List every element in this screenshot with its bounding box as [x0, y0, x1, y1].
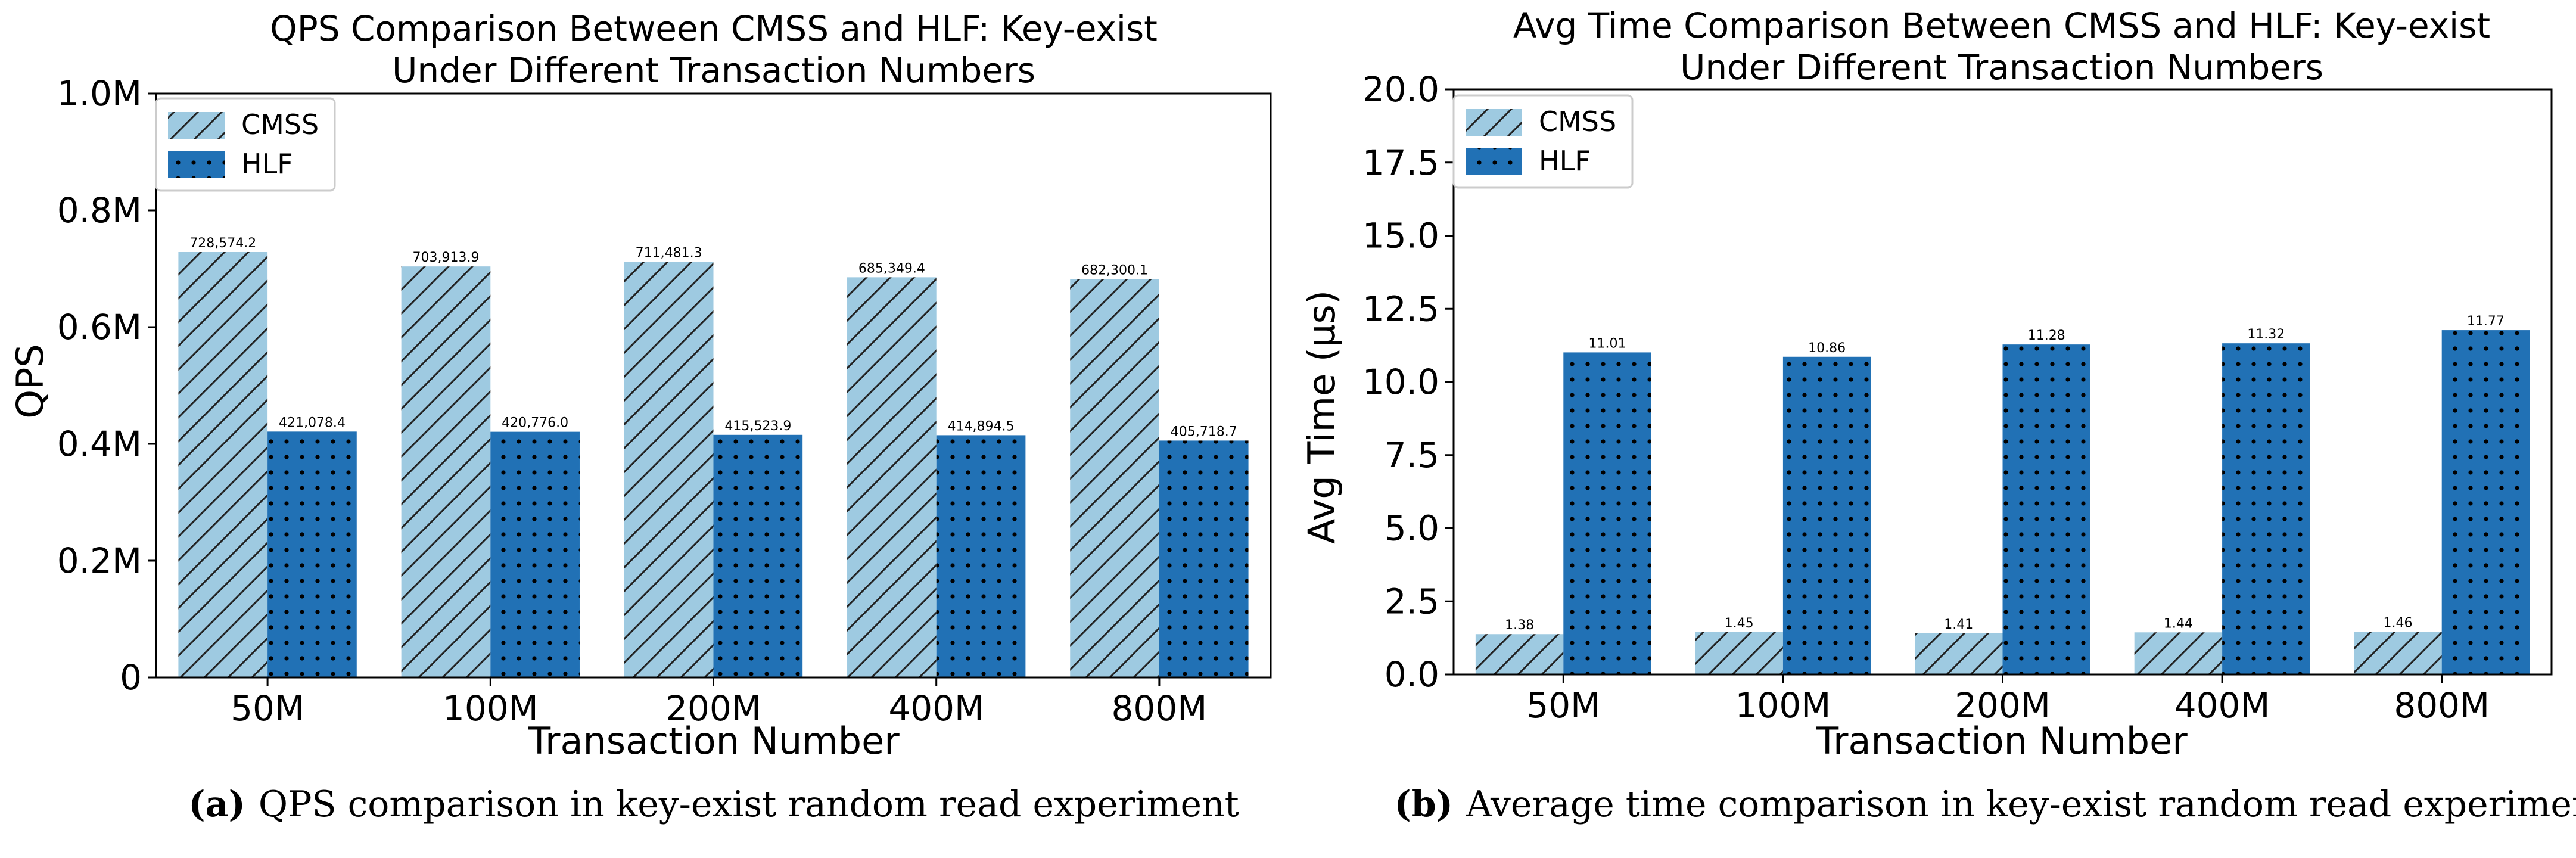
legend-swatch-hlf	[1466, 148, 1522, 175]
bar-cmss-50m	[1475, 634, 1564, 674]
value-label-hlf-800m: 405,718.7	[1171, 424, 1237, 439]
x-tick-label: 800M	[2394, 685, 2490, 726]
legend-label-hlf: HLF	[1539, 145, 1591, 177]
chart-title-line-1: QPS Comparison Between CMSS and HLF: Key…	[270, 8, 1158, 49]
value-label-hlf-200m: 11.28	[2028, 328, 2065, 343]
y-tick-label: 10.0	[1362, 362, 1439, 402]
value-label-hlf-400m: 414,894.5	[948, 419, 1015, 434]
legend-label-cmss: CMSS	[1539, 105, 1616, 138]
y-tick-label: 0.4M	[57, 424, 142, 464]
y-tick-label: 5.0	[1385, 508, 1439, 549]
y-tick-label: 15.0	[1362, 216, 1439, 256]
value-label-cmss-200m: 1.41	[1944, 617, 1973, 632]
bar-cmss-50m	[178, 251, 268, 677]
bar-hlf-200m	[2002, 344, 2090, 674]
value-label-cmss-200m: 711,481.3	[636, 246, 702, 261]
avg-time-chart: Avg Time Comparison Between CMSS and HLF…	[1300, 5, 2576, 825]
legend-label-hlf: HLF	[241, 148, 293, 180]
y-tick-label: 0.0	[1385, 654, 1439, 695]
bar-cmss-400m	[2134, 632, 2223, 674]
caption-b-letter: (b)	[1394, 784, 1453, 825]
bar-hlf-800m	[2441, 330, 2530, 674]
chart-title-line-2: Under Different Transaction Numbers	[1680, 47, 2323, 88]
bar-cmss-100m	[401, 266, 491, 677]
bar-cmss-800m	[2354, 632, 2442, 674]
value-label-cmss-800m: 682,300.1	[1081, 263, 1148, 278]
x-tick-label: 100M	[443, 688, 539, 729]
legend: CMSS HLF	[155, 97, 336, 192]
y-tick-label: 0.8M	[57, 190, 142, 231]
x-axis-label: Transaction Number	[1815, 719, 2188, 763]
bar-hlf-400m	[2222, 343, 2310, 674]
y-tick-label: 0.6M	[57, 307, 142, 347]
legend: CMSS HLF	[1452, 94, 1634, 189]
caption-a: (a) QPS comparison in key-exist random re…	[188, 784, 1239, 825]
value-label-hlf-100m: 10.86	[1808, 341, 1846, 356]
chart-title-line-2: Under Different Transaction Numbers	[392, 50, 1035, 91]
value-label-cmss-400m: 1.44	[2164, 616, 2193, 631]
value-label-cmss-50m: 1.38	[1505, 618, 1534, 633]
y-tick-label: 0.2M	[57, 540, 142, 581]
bar-hlf-400m	[936, 435, 1026, 677]
x-tick-label: 200M	[1955, 685, 2051, 726]
chart-title-line-1: Avg Time Comparison Between CMSS and HLF…	[1513, 5, 2490, 46]
x-axis-label: Transaction Number	[527, 719, 900, 763]
bar-hlf-200m	[713, 434, 803, 677]
y-tick-label: 17.5	[1362, 142, 1439, 183]
x-tick-label: 200M	[665, 688, 761, 729]
y-tick-label: 1.0M	[57, 73, 142, 114]
y-tick-label: 7.5	[1385, 435, 1439, 475]
bar-hlf-100m	[1782, 356, 1871, 674]
bar-cmss-200m	[624, 262, 714, 678]
y-tick-label: 20.0	[1362, 69, 1439, 110]
bar-cmss-400m	[847, 277, 937, 678]
bar-hlf-100m	[490, 431, 580, 677]
x-tick-label: 800M	[1112, 688, 1208, 729]
bar-hlf-50m	[267, 431, 357, 677]
caption-a-letter: (a)	[188, 784, 245, 825]
value-label-cmss-800m: 1.46	[2383, 615, 2412, 630]
value-label-hlf-800m: 11.77	[2467, 314, 2505, 329]
caption-b-text: Average time comparison in key-exist ran…	[1466, 784, 2576, 825]
y-tick-label: 2.5	[1385, 581, 1439, 621]
legend-swatch-cmss	[168, 112, 225, 139]
value-label-hlf-200m: 415,523.9	[724, 419, 791, 434]
y-tick-label: 12.5	[1362, 288, 1439, 329]
y-tick-label: 0	[120, 657, 142, 698]
legend-swatch-hlf	[168, 151, 225, 178]
value-label-cmss-100m: 1.45	[1725, 616, 1754, 631]
x-tick-label: 100M	[1735, 685, 1831, 726]
legend-label-cmss: CMSS	[241, 108, 319, 141]
value-label-hlf-50m: 421,078.4	[279, 415, 346, 430]
bar-hlf-50m	[1563, 352, 1651, 674]
y-axis-label: Avg Time (µs)	[1300, 290, 1343, 544]
bar-cmss-100m	[1695, 632, 1783, 674]
x-tick-label: 400M	[888, 688, 984, 729]
x-tick-label: 50M	[1526, 685, 1600, 726]
bar-cmss-200m	[1915, 633, 2003, 674]
value-label-cmss-50m: 728,574.2	[189, 236, 256, 251]
y-axis-label: QPS	[8, 344, 52, 419]
caption-a-text: QPS comparison in key-exist random read …	[259, 784, 1239, 825]
qps-chart: QPS Comparison Between CMSS and HLF: Key…	[8, 8, 1272, 825]
value-label-cmss-400m: 685,349.4	[858, 261, 925, 276]
caption-b: (b) Average time comparison in key-exist …	[1394, 784, 2576, 825]
value-label-cmss-100m: 703,913.9	[412, 250, 479, 265]
legend-swatch-cmss	[1466, 109, 1522, 136]
bar-cmss-800m	[1070, 279, 1159, 677]
value-label-hlf-100m: 420,776.0	[502, 416, 568, 431]
x-tick-label: 50M	[231, 688, 304, 729]
value-label-hlf-50m: 11.01	[1589, 336, 1626, 351]
x-tick-label: 400M	[2174, 685, 2270, 726]
bar-hlf-800m	[1159, 440, 1249, 677]
value-label-hlf-400m: 11.32	[2247, 327, 2285, 342]
